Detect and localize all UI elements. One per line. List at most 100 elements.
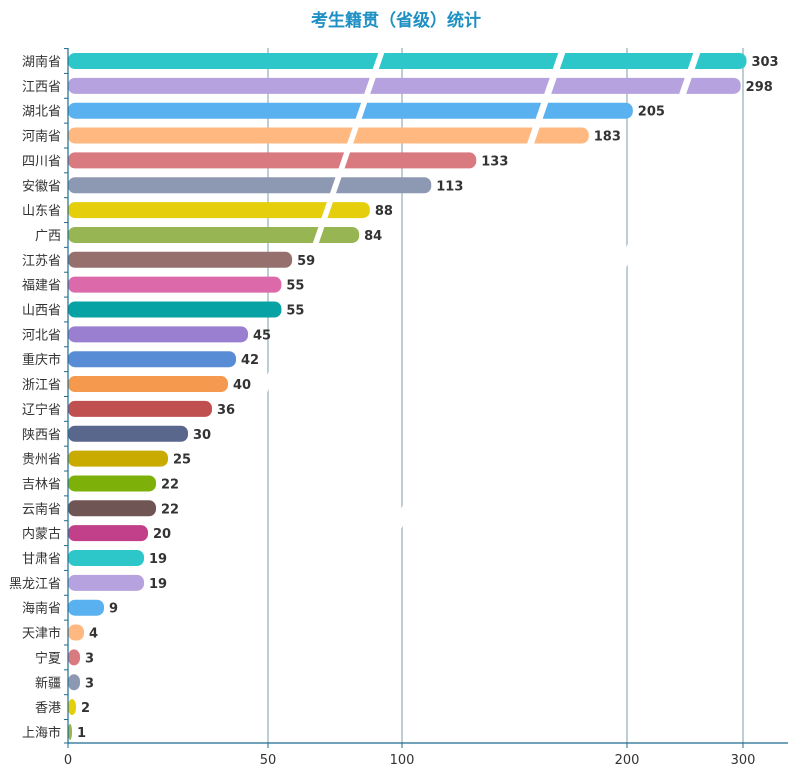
category-label: 河南省	[22, 129, 61, 145]
category-label: 山东省	[22, 204, 61, 219]
value-label: 84	[364, 229, 382, 244]
value-label: 20	[153, 527, 171, 542]
category-label: 浙江省	[22, 378, 61, 393]
axes-group	[64, 48, 788, 748]
value-label: 45	[253, 328, 271, 343]
value-label: 133	[481, 154, 508, 169]
bar-甘肃省	[68, 550, 144, 566]
category-label: 宁夏	[35, 650, 61, 666]
bar-吉林省	[68, 475, 156, 492]
x-tick-label: 50	[260, 753, 277, 768]
x-tick-labels: 0 50 100 200 300	[64, 753, 756, 768]
value-label: 88	[375, 204, 393, 219]
bar-重庆市	[68, 351, 236, 368]
x-tick-label: 300	[731, 753, 756, 768]
value-label: 19	[149, 577, 167, 592]
value-label: 19	[149, 552, 167, 567]
value-label: 59	[297, 254, 315, 269]
category-label: 吉林省	[22, 477, 61, 492]
x-tick-label: 0	[64, 753, 72, 768]
value-label: 25	[173, 453, 191, 468]
category-label: 安徽省	[22, 179, 61, 194]
category-label: 福建省	[22, 279, 61, 294]
category-label: 江苏省	[22, 253, 61, 269]
x-tick-label: 100	[390, 753, 415, 768]
value-label: 9	[109, 602, 118, 617]
bar-辽宁省	[68, 400, 212, 417]
value-label: 2	[81, 701, 90, 716]
category-label: 湖北省	[22, 105, 61, 120]
value-label: 42	[241, 353, 259, 368]
value-label: 36	[217, 403, 235, 418]
axis-break-band	[320, 48, 567, 743]
value-label: 4	[89, 627, 98, 642]
bar-安徽省	[68, 177, 432, 194]
category-label: 陕西省	[22, 428, 61, 443]
bar-江西省	[68, 77, 741, 94]
bar-广西	[68, 226, 360, 243]
category-label: 上海市	[22, 725, 61, 741]
category-label: 广西	[35, 229, 61, 244]
category-labels: 湖南省江西省湖北省河南省四川省安徽省山东省广西江苏省福建省山西省河北省重庆市浙江…	[9, 54, 61, 741]
axis-break-band	[140, 48, 386, 743]
bar-福建省	[68, 276, 282, 293]
category-label: 江西省	[22, 80, 61, 95]
bar-云南省	[68, 500, 156, 517]
value-label: 30	[193, 428, 211, 443]
value-label: 1	[77, 726, 86, 741]
bar-香港	[68, 699, 76, 716]
x-tick-label: 200	[615, 753, 640, 768]
category-label: 香港	[35, 701, 61, 716]
category-label: 河北省	[22, 328, 61, 343]
axis-break-group	[140, 48, 702, 743]
value-label: 22	[161, 502, 179, 517]
bar-天津市	[68, 624, 84, 641]
category-label: 辽宁省	[22, 402, 61, 418]
value-label: 55	[286, 304, 304, 319]
bar-湖南省	[68, 53, 747, 69]
value-labels: 3032982051831331138884595555454240363025…	[77, 55, 779, 741]
value-label: 3	[85, 651, 94, 666]
value-label: 303	[751, 55, 778, 70]
bar-陕西省	[68, 425, 188, 442]
category-label: 重庆市	[22, 352, 61, 368]
value-label: 113	[436, 179, 463, 194]
bar-河南省	[68, 127, 589, 144]
category-label: 贵州省	[22, 453, 61, 468]
bar-新疆	[68, 674, 80, 691]
value-label: 40	[233, 378, 251, 393]
grid-lines	[267, 48, 744, 743]
category-label: 天津市	[22, 626, 61, 642]
chart-title: 考生籍贯（省级）统计	[310, 10, 481, 31]
bar-河北省	[68, 326, 248, 343]
bar-浙江省	[68, 376, 228, 393]
value-label: 22	[161, 477, 179, 492]
category-label: 四川省	[22, 154, 61, 169]
value-label: 3	[85, 676, 94, 691]
value-label: 205	[638, 105, 665, 120]
category-label: 甘肃省	[22, 552, 61, 567]
bar-四川省	[68, 152, 477, 169]
value-label: 183	[594, 130, 621, 145]
value-label: 55	[286, 279, 304, 294]
category-label: 云南省	[22, 501, 61, 517]
bar-山东省	[68, 202, 370, 219]
category-label: 内蒙古	[22, 526, 61, 542]
category-label: 山西省	[22, 304, 61, 319]
bar-内蒙古	[68, 525, 148, 542]
bar-江苏省	[68, 251, 293, 268]
bar-黑龙江省	[68, 574, 144, 591]
bars-group	[68, 53, 747, 740]
value-label: 298	[746, 80, 773, 95]
category-label: 海南省	[22, 601, 61, 617]
bar-湖北省	[68, 102, 633, 119]
bar-山西省	[68, 301, 282, 318]
bar-贵州省	[68, 450, 168, 467]
category-label: 黑龙江省	[9, 577, 61, 592]
axis-break-band	[455, 48, 702, 743]
bar-宁夏	[68, 649, 80, 666]
category-label: 湖南省	[22, 54, 61, 70]
category-label: 新疆	[35, 675, 61, 691]
bar-上海市	[68, 723, 72, 740]
